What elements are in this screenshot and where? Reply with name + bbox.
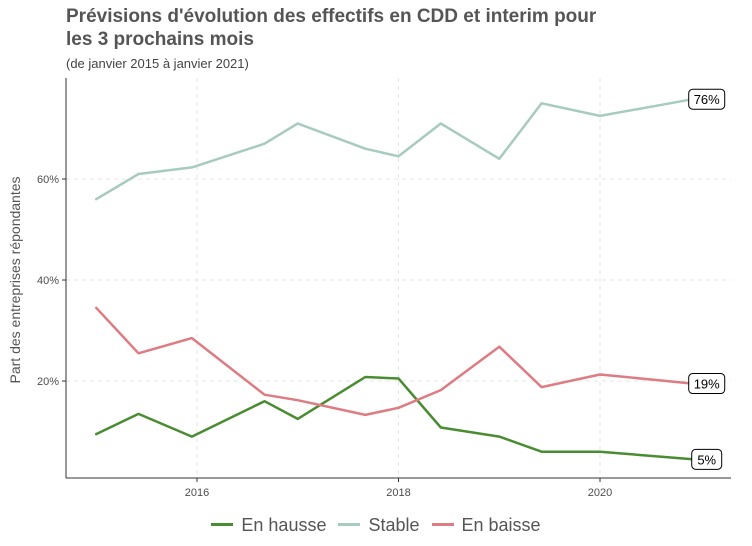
end-label-text: 76% xyxy=(694,92,720,107)
end-label-text: 5% xyxy=(697,452,716,467)
end-label-text: 19% xyxy=(694,377,720,392)
series-line-en-baisse xyxy=(94,306,694,417)
x-tick-label: 2018 xyxy=(386,487,410,499)
axes: 2016 2018 2020 20% 40% 60% xyxy=(37,78,731,499)
series-line-en-hausse xyxy=(94,375,694,461)
chart-subtitle: (de janvier 2015 à janvier 2021) xyxy=(66,56,249,71)
end-label: 5% xyxy=(691,448,723,470)
legend-label: En hausse xyxy=(241,515,327,535)
legend-swatch xyxy=(211,522,234,526)
x-tick-label: 2020 xyxy=(588,487,612,499)
legend-item: En hausse xyxy=(211,515,326,536)
y-tick-label: 60% xyxy=(37,174,59,186)
chart-title: Prévisions d'évolution des effectifs en … xyxy=(66,6,597,50)
legend-label: Stable xyxy=(368,515,420,535)
legend-item: Stable xyxy=(338,515,420,536)
y-tick-label: 40% xyxy=(37,275,59,287)
y-axis-label: Part des entreprises répondantes xyxy=(7,176,23,383)
line-chart: 2016 2018 2020 20% 40% 60% 5% 76% 19% Part des … xyxy=(7,78,731,499)
legend-item: En baisse xyxy=(431,515,541,536)
end-label: 76% xyxy=(688,88,726,110)
grid xyxy=(66,78,731,478)
legend-swatch xyxy=(338,522,361,526)
series xyxy=(94,97,694,461)
end-labels: 5% 76% 19% xyxy=(688,88,726,470)
legend-swatch xyxy=(431,522,454,526)
legend: En hausse Stable En baisse xyxy=(0,515,752,536)
x-tick-label: 2016 xyxy=(185,487,209,499)
series-line-stable xyxy=(94,97,694,201)
y-tick-label: 20% xyxy=(37,376,59,388)
legend-label: En baisse xyxy=(461,515,541,535)
end-label: 19% xyxy=(688,373,726,395)
